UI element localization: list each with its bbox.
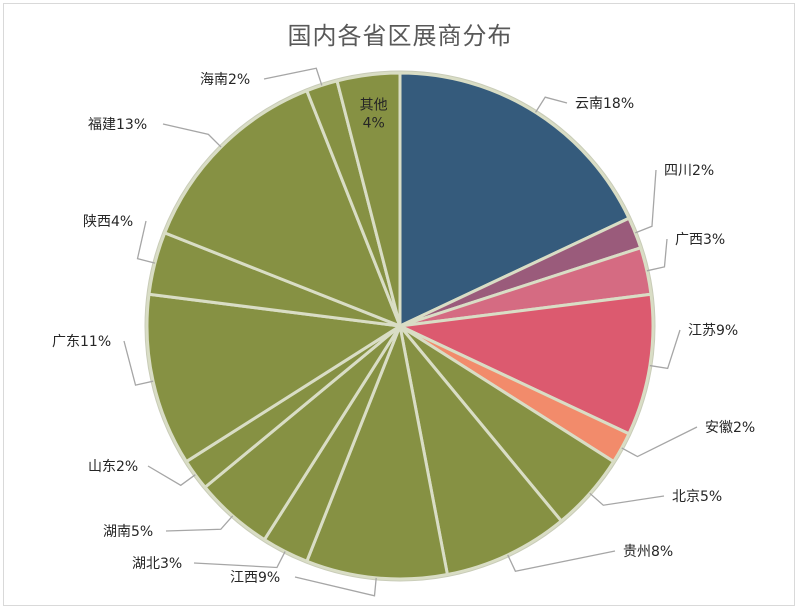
pie-slice-16[interactable] — [335, 71, 402, 328]
leader-line-1 — [535, 96, 568, 113]
slice-label-4: 江苏9% — [688, 323, 738, 339]
pie-slice-8[interactable] — [305, 324, 449, 581]
slice-label-14: 福建13% — [88, 117, 147, 133]
leader-line-8 — [294, 576, 377, 597]
chart-title: 国内各省区展商分布 — [287, 22, 513, 50]
leader-line-3 — [646, 238, 668, 272]
pie-slice-4[interactable] — [398, 292, 655, 436]
leader-line-7 — [507, 550, 616, 572]
leader-line-5 — [621, 426, 698, 458]
slice-label-3: 广西3% — [675, 232, 725, 248]
slice-label-6: 北京5% — [672, 489, 722, 505]
slice-label-15: 海南2% — [200, 72, 250, 88]
slice-label-10: 湖南5% — [103, 524, 153, 540]
slice-label-11: 山东2% — [88, 459, 138, 475]
leader-line-12 — [123, 340, 154, 386]
leader-line-9 — [193, 551, 286, 569]
slice-label-13: 陕西4% — [83, 214, 133, 230]
leader-line-2 — [634, 169, 657, 234]
slice-label-1: 云南18% — [575, 96, 634, 112]
leader-line-4 — [649, 329, 681, 370]
leader-line-6 — [589, 492, 665, 506]
leader-line-13 — [136, 220, 156, 264]
leader-line-14 — [162, 123, 222, 148]
pie-slice-1[interactable] — [398, 71, 631, 328]
slice-label-7: 贵州8% — [623, 544, 673, 560]
leader-line-11 — [147, 465, 196, 487]
slice-label-12: 广东11% — [52, 334, 111, 350]
pie-slice-14[interactable] — [163, 89, 402, 328]
slice-label-2: 四川2% — [664, 163, 714, 179]
leader-line-10 — [165, 515, 234, 532]
slice-label-5: 安徽2% — [705, 420, 755, 436]
leader-line-15 — [263, 67, 323, 86]
slice-label-8: 江西9% — [230, 570, 280, 586]
slice-label-16: 其他 4% — [360, 98, 388, 132]
pie-slice-12[interactable] — [145, 292, 402, 464]
slice-label-9: 湖北3% — [132, 556, 182, 572]
